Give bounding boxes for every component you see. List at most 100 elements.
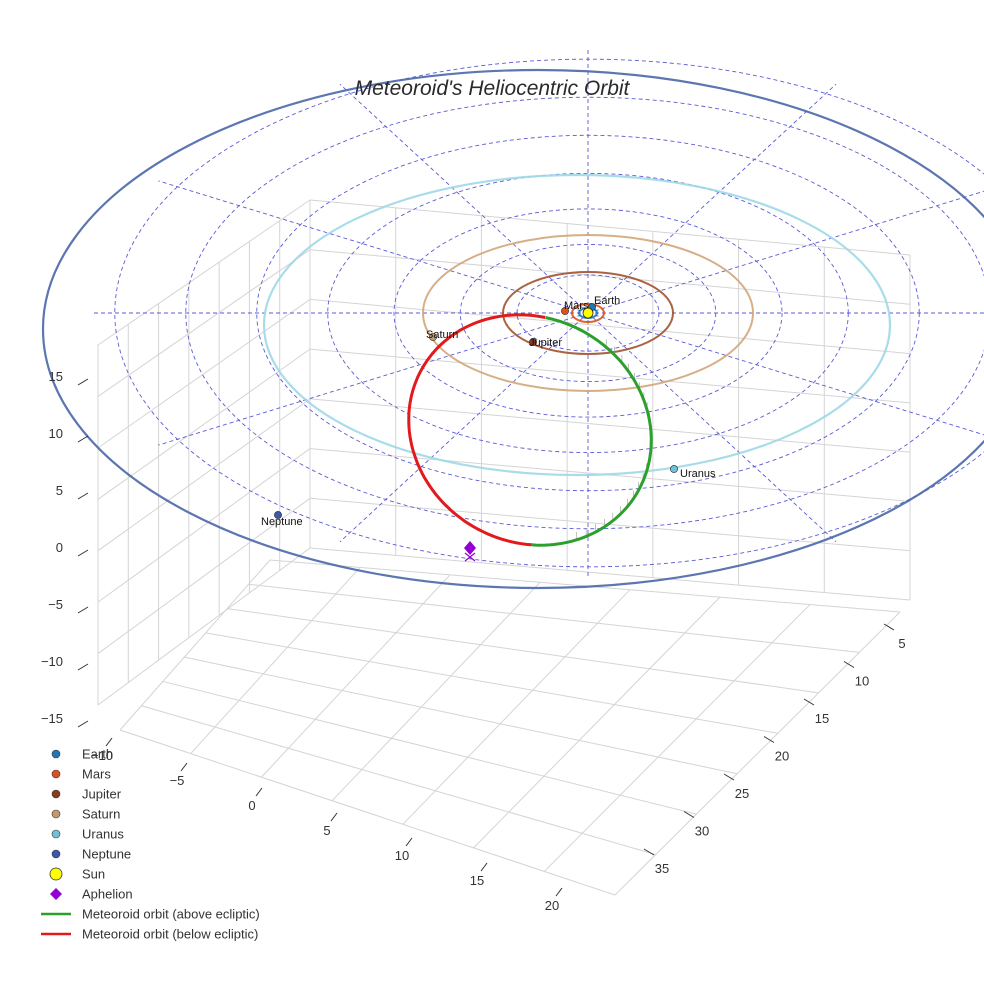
orbit-jupiter (502, 271, 674, 355)
y-tick-label: 20 (775, 749, 789, 764)
wall-grid-line (97, 249, 311, 397)
floor-grid-line (543, 604, 811, 872)
y-tick-mark (843, 661, 855, 668)
legend-swatch (49, 867, 63, 881)
ecliptic-spoke (339, 83, 589, 314)
legend-swatch (51, 749, 61, 759)
planet-label-saturn: Saturn (426, 329, 458, 341)
x-tick-label: −10 (91, 748, 113, 763)
y-tick-label: 25 (735, 786, 749, 801)
planet-marker-jupiter (529, 338, 537, 346)
x-tick-mark (105, 737, 113, 747)
legend-item: Meteoroid orbit (below ecliptic) (41, 927, 258, 942)
wall-grid-line (309, 298, 911, 355)
floor-grid-line (162, 680, 697, 815)
floor-grid-line (119, 559, 271, 731)
legend-swatch (51, 789, 61, 799)
legend-label: Meteoroid orbit (above ecliptic) (82, 907, 260, 922)
floor-grid-line (184, 656, 738, 775)
legend-label: Neptune (82, 847, 131, 862)
meteoroid-orbit (407, 313, 653, 547)
legend-swatch (51, 769, 61, 779)
ecliptic-spoke (158, 180, 589, 314)
ecliptic-spoke (339, 312, 589, 543)
y-tick-mark (683, 811, 695, 818)
meteoroid-orbit-below (407, 313, 546, 547)
y-tick-mark (763, 736, 775, 743)
z-tick-mark (77, 492, 89, 500)
meteoroid-orbit-above (531, 316, 653, 547)
legend-item: Saturn (51, 807, 120, 822)
floor-grid-line (119, 729, 616, 896)
wall-grid-line (97, 448, 311, 603)
legend-label: Aphelion (82, 887, 133, 902)
legend-item: Aphelion (50, 887, 133, 902)
x-tick-mark (180, 762, 188, 772)
y-tick-mark (723, 773, 735, 781)
ecliptic-spoke (587, 190, 984, 314)
legend-label: Mars (82, 767, 111, 782)
legend-label: Jupiter (82, 787, 122, 802)
wall-grid-line (97, 547, 311, 706)
orbit-neptune (42, 68, 984, 590)
legend-label: Sun (82, 867, 105, 882)
sun-marker (582, 307, 594, 319)
planet-marker-saturn (429, 333, 437, 341)
z-tick-mark (77, 663, 89, 671)
legend-label: Meteoroid orbit (below ecliptic) (82, 927, 258, 942)
wall-grid-line (97, 348, 311, 500)
z-tick-label: −15 (41, 711, 63, 726)
x-tick-mark (330, 812, 338, 822)
z-tick-label: 0 (56, 540, 63, 555)
legend-swatch (50, 888, 62, 900)
x-tick-mark (405, 837, 413, 847)
legend-item: Meteoroid orbit (above ecliptic) (41, 907, 260, 922)
x-tick-label: 0 (248, 798, 255, 813)
z-tick-mark (77, 606, 89, 614)
legend-label: Uranus (82, 827, 124, 842)
planet-label-earth: Earth (594, 295, 620, 307)
legend-swatch (51, 809, 61, 819)
legend-label: Earth (82, 747, 113, 762)
planet-label-neptune: Neptune (261, 516, 303, 528)
y-tick-label: 35 (655, 861, 669, 876)
aphelion-projection (464, 552, 476, 562)
z-tick-label: 5 (56, 483, 63, 498)
z-tick-label: 10 (49, 426, 63, 441)
z-tick-label: 15 (49, 369, 63, 384)
floor-grid-line (248, 583, 860, 653)
legend-label: Saturn (82, 807, 120, 822)
ecliptic-spoke (587, 312, 837, 543)
floor-grid-line (190, 567, 361, 754)
wall-grid-line (309, 547, 911, 601)
floor-grid-line (141, 705, 656, 856)
legend-item: Mars (51, 767, 111, 782)
legend-item: Earth (51, 747, 113, 762)
axis-ticks: 15 10 5 0 −5 −10 −15 −10 −5 0 5 10 15 20 5 10 15 20 25 30 35 (41, 369, 906, 913)
floor-grid-line (402, 589, 631, 825)
y-tick-label: 15 (815, 711, 829, 726)
z-tick-label: −5 (48, 597, 63, 612)
planet-marker-neptune (274, 511, 282, 519)
x-tick-mark (255, 787, 263, 797)
planet-label-mars: Mars (564, 300, 589, 312)
wall-grid-line (309, 249, 911, 305)
x-tick-label: 5 (323, 823, 330, 838)
y-tick-mark (643, 848, 655, 856)
y-tick-mark (803, 698, 815, 706)
ecliptic-ring (393, 208, 783, 418)
planet-markers: Earth Mars Jupiter Saturn Uranus Neptune (261, 295, 716, 562)
planet-orbits (42, 68, 984, 590)
planet-marker-mars (561, 307, 569, 315)
floor-grid-line (205, 632, 778, 734)
wall-grid-line (309, 199, 911, 256)
x-tick-label: 20 (545, 898, 559, 913)
floor-grid-line (261, 574, 451, 778)
wall-grid-line (97, 299, 311, 449)
wall-grid-line (97, 497, 311, 654)
floor-grid-line (473, 596, 721, 849)
y-tick-label: 5 (898, 636, 905, 651)
y-tick-label: 10 (855, 674, 869, 689)
floor-grid-line (614, 611, 901, 896)
